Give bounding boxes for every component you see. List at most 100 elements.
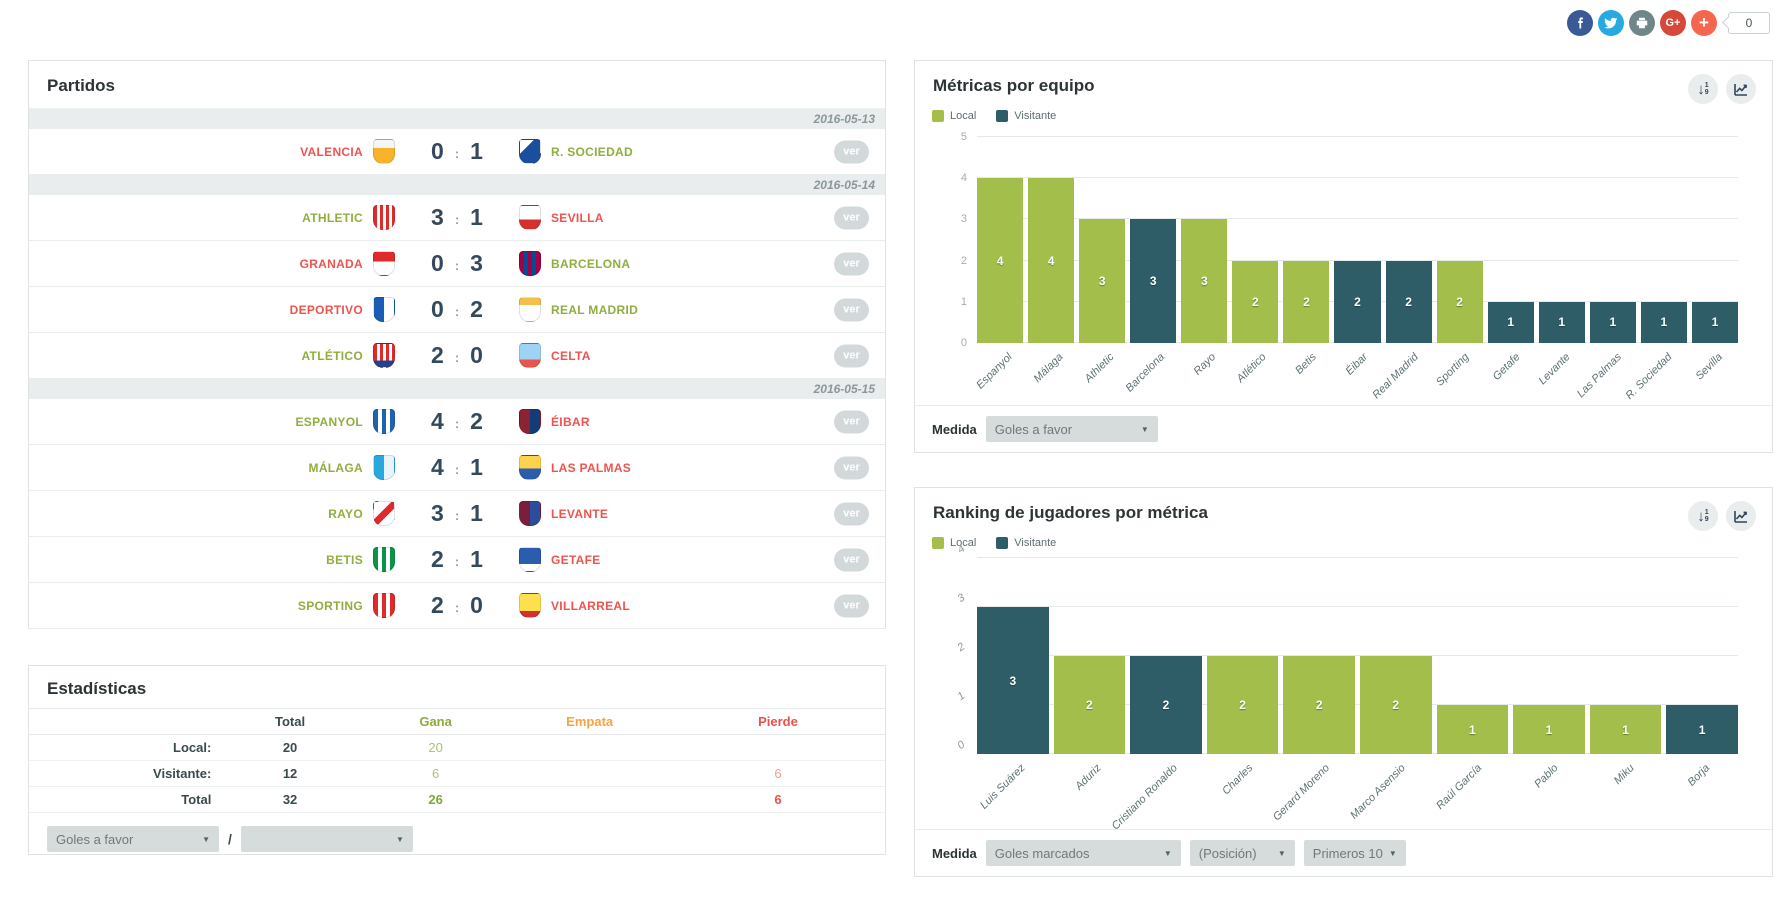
gridline xyxy=(977,704,1738,705)
y-axis-tick: 1 xyxy=(955,689,968,704)
badge-athletic-icon xyxy=(373,205,395,230)
gridline xyxy=(977,218,1738,220)
legend-item-local[interactable]: Local xyxy=(932,537,976,549)
bar-Cristiano Ronaldo[interactable]: 2 xyxy=(1130,656,1202,754)
bar-Betis[interactable]: 2 xyxy=(1283,260,1330,343)
ranking-medida-row: Medida Goles marcados ▼ (Posición) ▼ Pri… xyxy=(915,829,1772,876)
legend-item-visitante[interactable]: Visitante xyxy=(996,537,1056,549)
match-score: 4:2 xyxy=(409,408,505,435)
away-score: 2 xyxy=(470,408,483,434)
match-date-label: 2016-05-13 xyxy=(813,112,875,126)
bar-Málaga[interactable]: 4 xyxy=(1028,178,1075,343)
bar-Raúl García[interactable]: 1 xyxy=(1436,705,1509,754)
bar-Luis Suárez[interactable]: 3 xyxy=(977,607,1049,754)
chevron-down-icon: ▼ xyxy=(1388,848,1397,858)
ver-button[interactable]: ver xyxy=(834,410,869,433)
print-icon[interactable] xyxy=(1629,10,1655,36)
ver-button[interactable]: ver xyxy=(834,548,869,571)
legend-swatch-local xyxy=(932,110,944,122)
bar-Éibar[interactable]: 2 xyxy=(1334,260,1381,343)
legend-swatch-visitante xyxy=(996,110,1009,122)
share-plus-icon[interactable]: + xyxy=(1691,10,1717,36)
bar-Pablo[interactable]: 1 xyxy=(1513,705,1585,754)
match-row: ATLÉTICO 2:0 CELTA ver xyxy=(29,333,885,379)
stats-empata-value xyxy=(508,787,671,813)
bar-Real Madrid[interactable]: 2 xyxy=(1385,260,1432,343)
sort-numeric-icon[interactable]: ↓ 1 9 xyxy=(1688,74,1718,104)
bar-R. Sociedad[interactable]: 1 xyxy=(1640,301,1687,343)
badge-malaga-icon xyxy=(373,455,395,480)
stats-total-value: 32 xyxy=(282,792,298,807)
bar-Gerard Moreno[interactable]: 2 xyxy=(1283,656,1355,754)
ranking-position-select[interactable]: (Posición) ▼ xyxy=(1189,840,1295,866)
x-axis-label: Raúl García xyxy=(1434,762,1485,812)
ver-button[interactable]: ver xyxy=(834,298,869,321)
home-score: 4 xyxy=(431,408,444,434)
x-axis-label: Rayo xyxy=(1191,351,1218,378)
bar-Atlético[interactable]: 2 xyxy=(1232,260,1279,343)
bar-Sporting[interactable]: 2 xyxy=(1436,260,1483,343)
badge-granada-icon xyxy=(373,251,395,276)
legend-item-local[interactable]: Local xyxy=(932,110,976,122)
ver-button[interactable]: ver xyxy=(834,206,869,229)
share-count: 0 xyxy=(1745,16,1753,30)
google-plus-icon[interactable]: G+ xyxy=(1660,10,1686,36)
score-colon: : xyxy=(454,553,460,569)
badge-getafe-icon xyxy=(519,547,541,572)
away-team: REAL MADRID xyxy=(519,297,869,322)
x-axis-label: Betis xyxy=(1293,351,1320,377)
bar-Aduriz[interactable]: 2 xyxy=(1053,656,1126,754)
ranking-metric-select[interactable]: Goles marcados ▼ xyxy=(985,840,1181,866)
stats-secondary-select[interactable]: ▼ xyxy=(240,826,413,852)
gridline xyxy=(977,606,1738,607)
bar-Getafe[interactable]: 1 xyxy=(1487,301,1534,343)
table-row: Total 32 26 6 xyxy=(29,787,885,813)
bar-Sevilla[interactable]: 1 xyxy=(1691,301,1738,343)
line-chart-icon[interactable] xyxy=(1726,501,1756,531)
x-axis-label: Las Palmas xyxy=(1574,351,1624,401)
bar-Marco Asensio[interactable]: 2 xyxy=(1359,656,1432,754)
score-colon: : xyxy=(454,599,460,615)
bar-value-label: 2 xyxy=(1456,294,1463,309)
badge-deportivo-icon xyxy=(373,297,395,322)
home-score: 2 xyxy=(431,546,444,572)
date-row: 2016-05-15 xyxy=(29,379,885,399)
stats-metric-select[interactable]: Goles a favor ▼ xyxy=(47,826,219,852)
gridline xyxy=(977,259,1738,261)
bar-Barcelona[interactable]: 3 xyxy=(1130,219,1177,343)
ver-button[interactable]: ver xyxy=(834,252,869,275)
legend-item-visitante[interactable]: Visitante xyxy=(996,110,1056,122)
partidos-title: Partidos xyxy=(29,61,885,109)
sort-numeric-icon[interactable]: ↓ 1 9 xyxy=(1688,501,1718,531)
table-row: Local: 20 20 xyxy=(29,735,885,761)
ver-button[interactable]: ver xyxy=(834,140,869,163)
bar-Levante[interactable]: 1 xyxy=(1538,301,1585,343)
twitter-icon[interactable] xyxy=(1598,10,1624,36)
match-row: VALENCIA 0:1 R. SOCIEDAD ver xyxy=(29,129,885,175)
away-score: 1 xyxy=(470,546,483,572)
badge-barcelona-icon xyxy=(519,251,541,276)
badge-atletico-icon xyxy=(373,343,395,368)
ver-button[interactable]: ver xyxy=(834,344,869,367)
ver-button[interactable]: ver xyxy=(834,502,869,525)
ver-button[interactable]: ver xyxy=(834,594,869,617)
ver-button[interactable]: ver xyxy=(834,456,869,479)
bar-Miku[interactable]: 1 xyxy=(1589,705,1662,754)
bar-Espanyol[interactable]: 4 xyxy=(977,178,1024,343)
ranking-top-n-select[interactable]: Primeros 10 ▼ xyxy=(1303,840,1406,866)
bar-Charles[interactable]: 2 xyxy=(1206,656,1279,754)
ranking-metric-select-value: Goles marcados xyxy=(994,845,1090,861)
bar-Borja[interactable]: 1 xyxy=(1666,705,1738,754)
facebook-icon[interactable] xyxy=(1567,10,1593,36)
bar-value-label: 2 xyxy=(1405,294,1412,309)
bar-Athletic[interactable]: 3 xyxy=(1079,219,1126,343)
match-score: 0:3 xyxy=(409,250,505,277)
bar-Rayo[interactable]: 3 xyxy=(1181,219,1228,343)
gridline xyxy=(977,136,1738,137)
away-team: LEVANTE xyxy=(519,501,869,526)
x-axis-label: Sporting xyxy=(1433,351,1472,389)
line-chart-icon[interactable] xyxy=(1726,74,1756,104)
bar-Las Palmas[interactable]: 1 xyxy=(1589,301,1636,343)
medida-select[interactable]: Goles a favor ▼ xyxy=(985,416,1158,442)
home-score: 2 xyxy=(431,592,444,618)
